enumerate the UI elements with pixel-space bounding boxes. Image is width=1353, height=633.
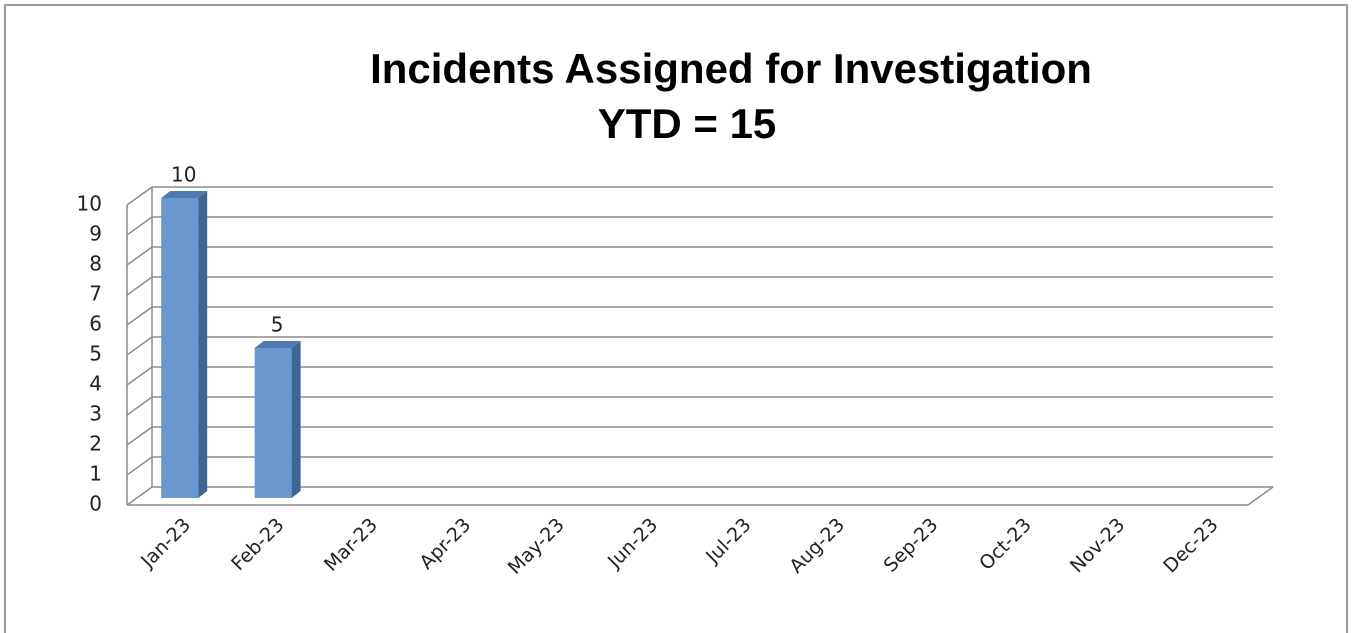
y-tick-label: 6 <box>89 312 102 336</box>
floor-right <box>1247 486 1274 506</box>
y-tick-label: 9 <box>89 222 102 246</box>
chart-border <box>4 4 1348 633</box>
y-tick-label: 8 <box>89 252 102 276</box>
side-grid-line <box>126 186 153 206</box>
y-tick-label: 5 <box>89 342 102 366</box>
side-grid-line <box>126 336 153 356</box>
chart-subtitle: YTD = 15 <box>598 100 777 147</box>
side-grid-line <box>126 366 153 386</box>
bar <box>161 191 208 498</box>
y-tick-label: 3 <box>89 402 102 426</box>
value-label: 10 <box>171 163 196 187</box>
bar-side <box>291 341 301 498</box>
value-label: 5 <box>271 313 284 337</box>
y-tick-label: 4 <box>89 372 102 396</box>
y-tick-label: 1 <box>89 462 102 486</box>
side-grid-line <box>126 276 153 296</box>
bar-front <box>254 348 292 498</box>
side-grid-line <box>126 426 153 446</box>
bar-side <box>198 191 208 498</box>
y-tick-label: 7 <box>89 282 102 306</box>
chart-title: Incidents Assigned for Investigation <box>370 45 1092 92</box>
bar-top <box>161 191 208 198</box>
bar-top <box>254 341 301 348</box>
side-grid-line <box>126 216 153 236</box>
y-tick-label: 2 <box>89 432 102 456</box>
side-grid-line <box>126 396 153 416</box>
side-grid-line <box>126 246 153 266</box>
y-tick-label: 0 <box>89 492 102 516</box>
side-grid-line <box>126 456 153 476</box>
side-grid-line <box>126 306 153 326</box>
bar <box>254 341 301 498</box>
side-grid-line <box>126 486 153 506</box>
y-tick-label: 10 <box>77 192 102 216</box>
bar-front <box>161 198 199 498</box>
